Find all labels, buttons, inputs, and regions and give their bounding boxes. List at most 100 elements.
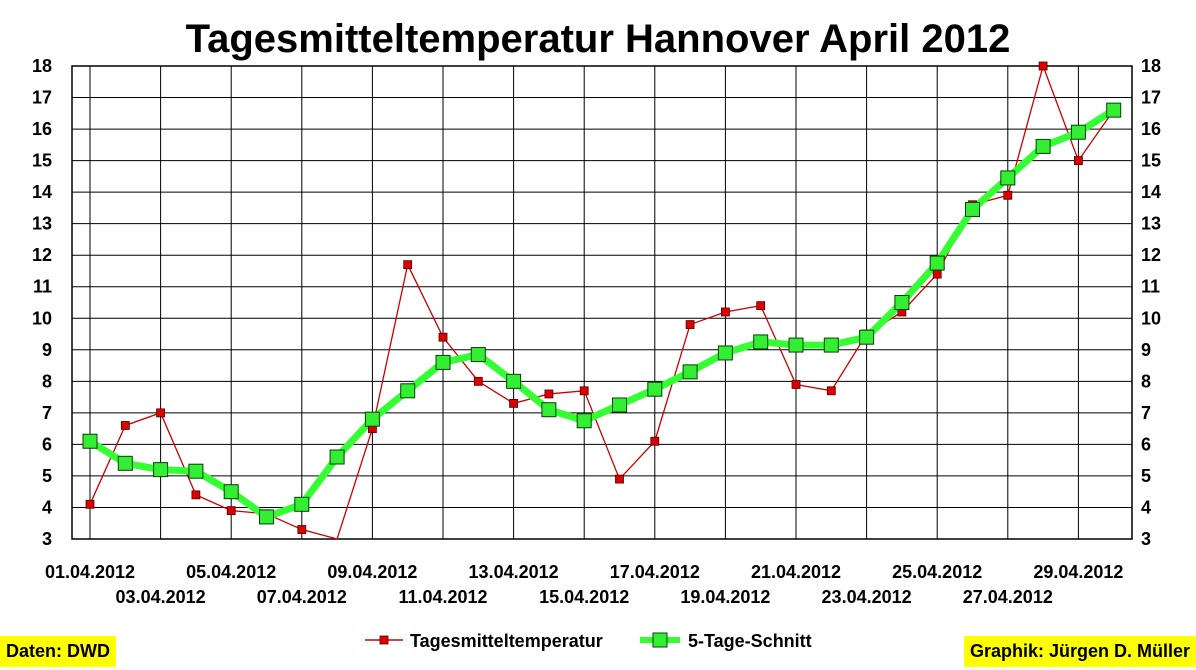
data-point-daily xyxy=(85,499,95,509)
y-tick-label-right: 6 xyxy=(1141,434,1151,454)
data-point-avg xyxy=(859,329,875,345)
y-tick-label-left: 15 xyxy=(32,151,52,171)
data-point-daily xyxy=(791,380,801,389)
y-tick-label-right: 3 xyxy=(1141,529,1151,549)
data-point-avg xyxy=(1070,124,1086,140)
x-tick-label: 19.04.2012 xyxy=(680,587,770,607)
y-tick-label-right: 13 xyxy=(1141,214,1161,234)
y-tick-label-left: 17 xyxy=(32,88,52,108)
legend-marker-daily xyxy=(379,635,389,645)
data-point-avg xyxy=(1000,170,1016,186)
data-point-avg xyxy=(823,337,839,353)
data-point-avg xyxy=(364,411,380,427)
data-point-avg xyxy=(1035,138,1051,154)
y-axis-right: 3 4 5 6 7 8 9 10 11 12 13 14 15 16 17 18 xyxy=(1141,56,1161,549)
y-tick-label-left: 11 xyxy=(33,277,52,297)
data-point-avg xyxy=(1106,102,1122,118)
y-tick-label-right: 18 xyxy=(1141,56,1161,76)
data-point-avg xyxy=(506,373,522,389)
data-point-avg xyxy=(717,345,733,361)
y-tick-label-right: 16 xyxy=(1141,119,1161,139)
data-point-daily xyxy=(756,301,766,311)
x-tick-label: 03.04.2012 xyxy=(116,587,206,607)
data-point-daily xyxy=(615,474,624,484)
data-point-avg xyxy=(153,462,169,478)
x-tick-label: 25.04.2012 xyxy=(892,562,982,582)
x-tick-label: 05.04.2012 xyxy=(186,562,276,582)
data-point-avg xyxy=(647,381,663,397)
y-tick-label-right: 8 xyxy=(1141,371,1151,391)
data-point-daily xyxy=(685,320,695,329)
series-line-avg xyxy=(88,107,1116,521)
data-point-daily xyxy=(1074,156,1083,166)
data-point-avg xyxy=(753,334,769,350)
y-tick-label-left: 10 xyxy=(32,308,52,328)
x-tick-label: 29.04.2012 xyxy=(1033,562,1123,582)
y-tick-label-left: 4 xyxy=(42,497,52,517)
x-tick-label: 17.04.2012 xyxy=(610,562,700,582)
x-tick-label: 15.04.2012 xyxy=(539,587,629,607)
legend-label-daily: Tagesmitteltemperatur xyxy=(410,631,603,651)
x-tick-label: 09.04.2012 xyxy=(327,562,417,582)
legend-marker-avg xyxy=(652,632,668,648)
y-tick-label-right: 5 xyxy=(1141,466,1151,486)
y-tick-label-left: 5 xyxy=(42,466,52,486)
data-point-avg xyxy=(435,354,451,370)
data-point-avg xyxy=(329,449,345,465)
data-point-avg xyxy=(117,455,133,471)
x-axis: 01.04.2012 05.04.2012 09.04.2012 13.04.2012… xyxy=(45,562,1123,607)
data-point-avg xyxy=(682,364,698,380)
y-tick-label-left: 7 xyxy=(42,403,52,423)
x-tick-label: 27.04.2012 xyxy=(963,587,1053,607)
y-tick-label-left: 6 xyxy=(42,434,52,454)
data-point-avg xyxy=(259,509,274,525)
data-point-daily xyxy=(438,332,448,342)
data-point-avg xyxy=(965,201,980,217)
graphic-author-credit: Graphik: Jürgen D. Müller xyxy=(963,636,1196,667)
chart-title: Tagesmitteltemperatur Hannover April 201… xyxy=(186,17,1011,61)
y-tick-label-left: 8 xyxy=(42,371,52,391)
data-point-avg xyxy=(576,413,592,429)
data-point-daily xyxy=(509,399,519,408)
y-tick-label-left: 3 xyxy=(42,529,52,549)
data-point-avg xyxy=(294,496,310,512)
data-point-avg xyxy=(223,484,239,500)
data-point-avg xyxy=(400,383,416,399)
data-source-credit: Daten: DWD xyxy=(0,636,116,667)
grid xyxy=(72,65,1132,540)
data-point-avg xyxy=(541,402,557,418)
x-tick-label: 01.04.2012 xyxy=(45,562,135,582)
y-tick-label-left: 13 xyxy=(32,214,52,234)
data-point-daily xyxy=(1003,190,1013,200)
data-point-avg xyxy=(612,397,627,413)
legend-label-avg: 5-Tage-Schnitt xyxy=(688,631,812,651)
y-tick-label-right: 17 xyxy=(1141,88,1161,108)
y-tick-label-right: 15 xyxy=(1141,151,1161,171)
data-point-avg xyxy=(894,295,910,310)
y-tick-label-right: 11 xyxy=(1141,277,1160,297)
data-point-daily xyxy=(297,525,307,534)
x-tick-label: 07.04.2012 xyxy=(257,587,347,607)
x-tick-label: 11.04.2012 xyxy=(398,587,487,607)
data-point-avg xyxy=(929,255,945,271)
data-point-daily xyxy=(403,260,413,270)
data-point-daily xyxy=(579,386,589,396)
x-tick-label: 23.04.2012 xyxy=(822,587,912,607)
data-point-daily xyxy=(226,506,236,516)
legend: Tagesmitteltemperatur 5-Tage-Schnitt xyxy=(365,631,812,651)
y-tick-label-left: 12 xyxy=(32,245,52,265)
x-tick-label: 21.04.2012 xyxy=(751,562,841,582)
series-layer xyxy=(82,61,1122,540)
data-point-daily xyxy=(120,421,130,430)
data-point-daily xyxy=(826,386,836,396)
y-tick-label-right: 7 xyxy=(1141,403,1151,423)
x-tick-label: 13.04.2012 xyxy=(469,562,559,582)
data-point-daily xyxy=(650,436,660,446)
data-point-avg xyxy=(82,433,98,449)
data-point-daily xyxy=(544,389,554,399)
y-tick-label-left: 9 xyxy=(42,340,52,360)
y-axis-left: 3 4 5 6 7 8 9 10 11 12 13 14 15 16 17 18 xyxy=(32,56,52,549)
data-point-avg xyxy=(470,347,486,363)
data-point-avg xyxy=(788,337,804,353)
data-point-daily xyxy=(1038,61,1048,71)
